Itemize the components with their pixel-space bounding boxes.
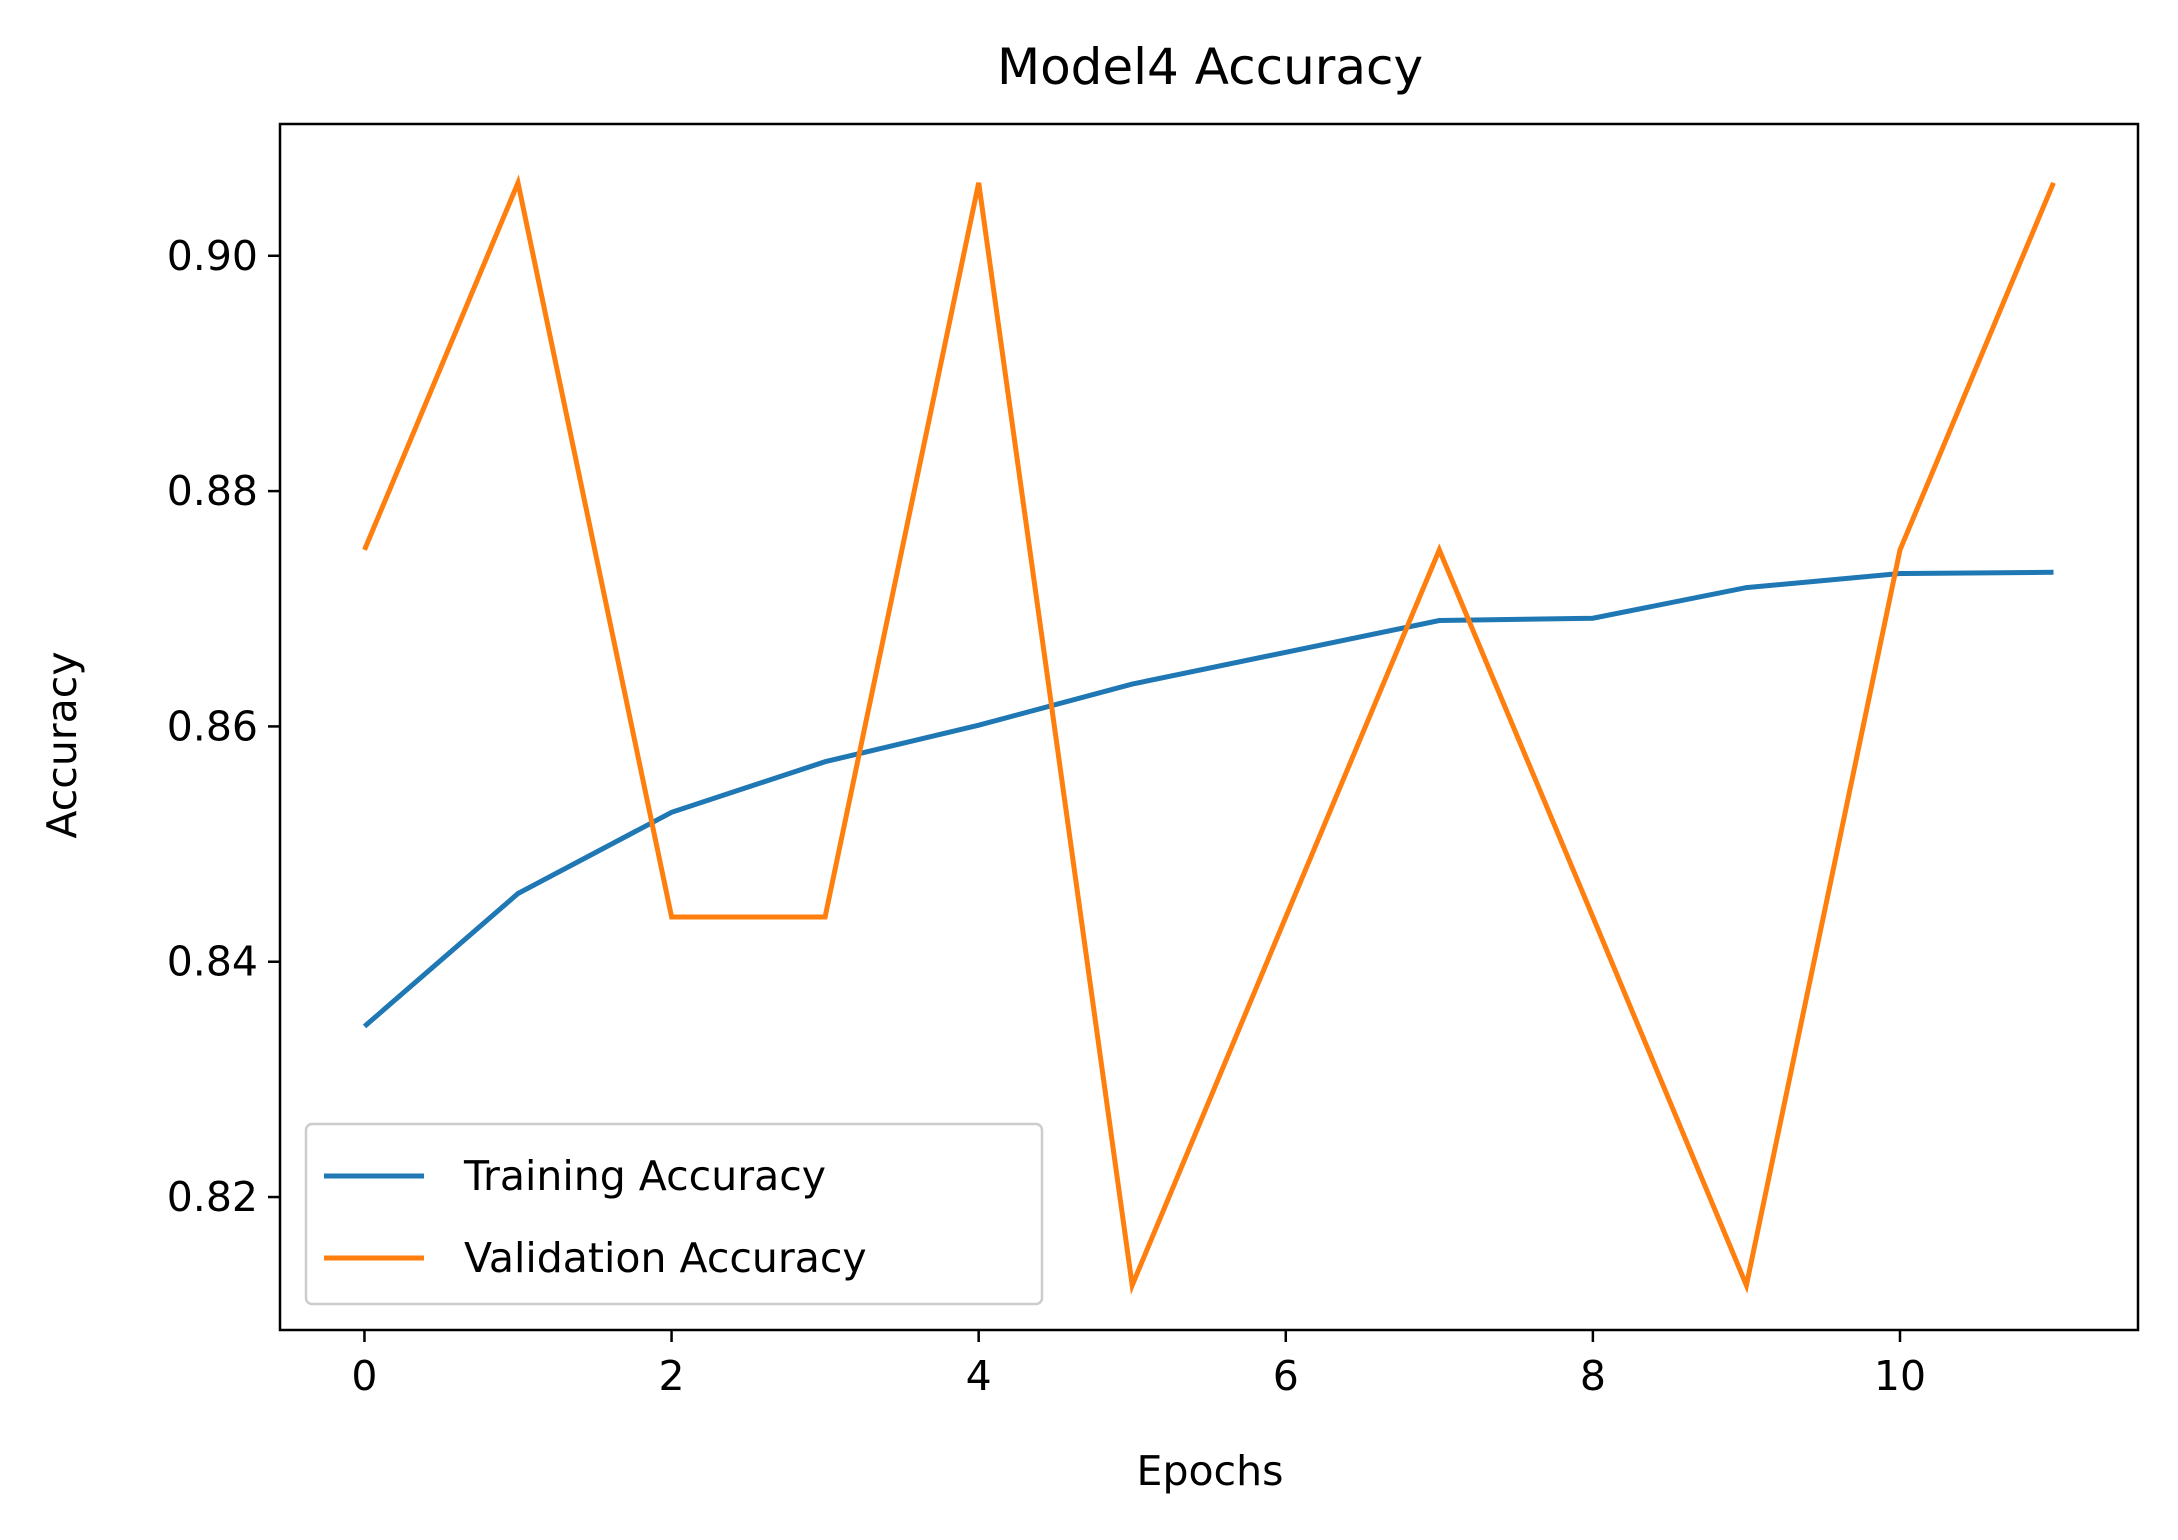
x-tick-label: 6 [1273,1352,1299,1400]
x-tick-label: 10 [1874,1352,1926,1400]
y-tick-label: 0.90 [167,232,258,280]
legend-label: Training Accuracy [463,1152,826,1200]
y-axis: 0.82 0.84 0.86 0.88 0.90 [167,232,280,1221]
legend-label: Validation Accuracy [464,1234,867,1282]
x-axis-label: Epochs [1137,1447,1284,1495]
series-line-training-accuracy [362,569,2054,1029]
legend-box [304,1122,1044,1306]
axes-frame [278,122,2140,1332]
x-axis: 0 2 4 6 8 10 [351,1330,1926,1400]
x-tick-label: 8 [1580,1352,1606,1400]
x-tick-label: 2 [659,1352,685,1400]
y-tick-label: 0.86 [167,702,258,750]
series-line-validation-accuracy [362,174,2056,1295]
y-tick-label: 0.88 [167,467,258,515]
y-tick-label: 0.84 [167,938,258,986]
x-tick-label: 0 [351,1352,377,1400]
x-tick-label: 4 [966,1352,992,1400]
y-axis-label: Accuracy [38,651,86,838]
series-lines [362,174,2056,1295]
legend: Training Accuracy Validation Accuracy [304,1122,1044,1306]
chart-title: Model4 Accuracy [997,38,1423,96]
y-tick-label: 0.82 [167,1173,258,1221]
